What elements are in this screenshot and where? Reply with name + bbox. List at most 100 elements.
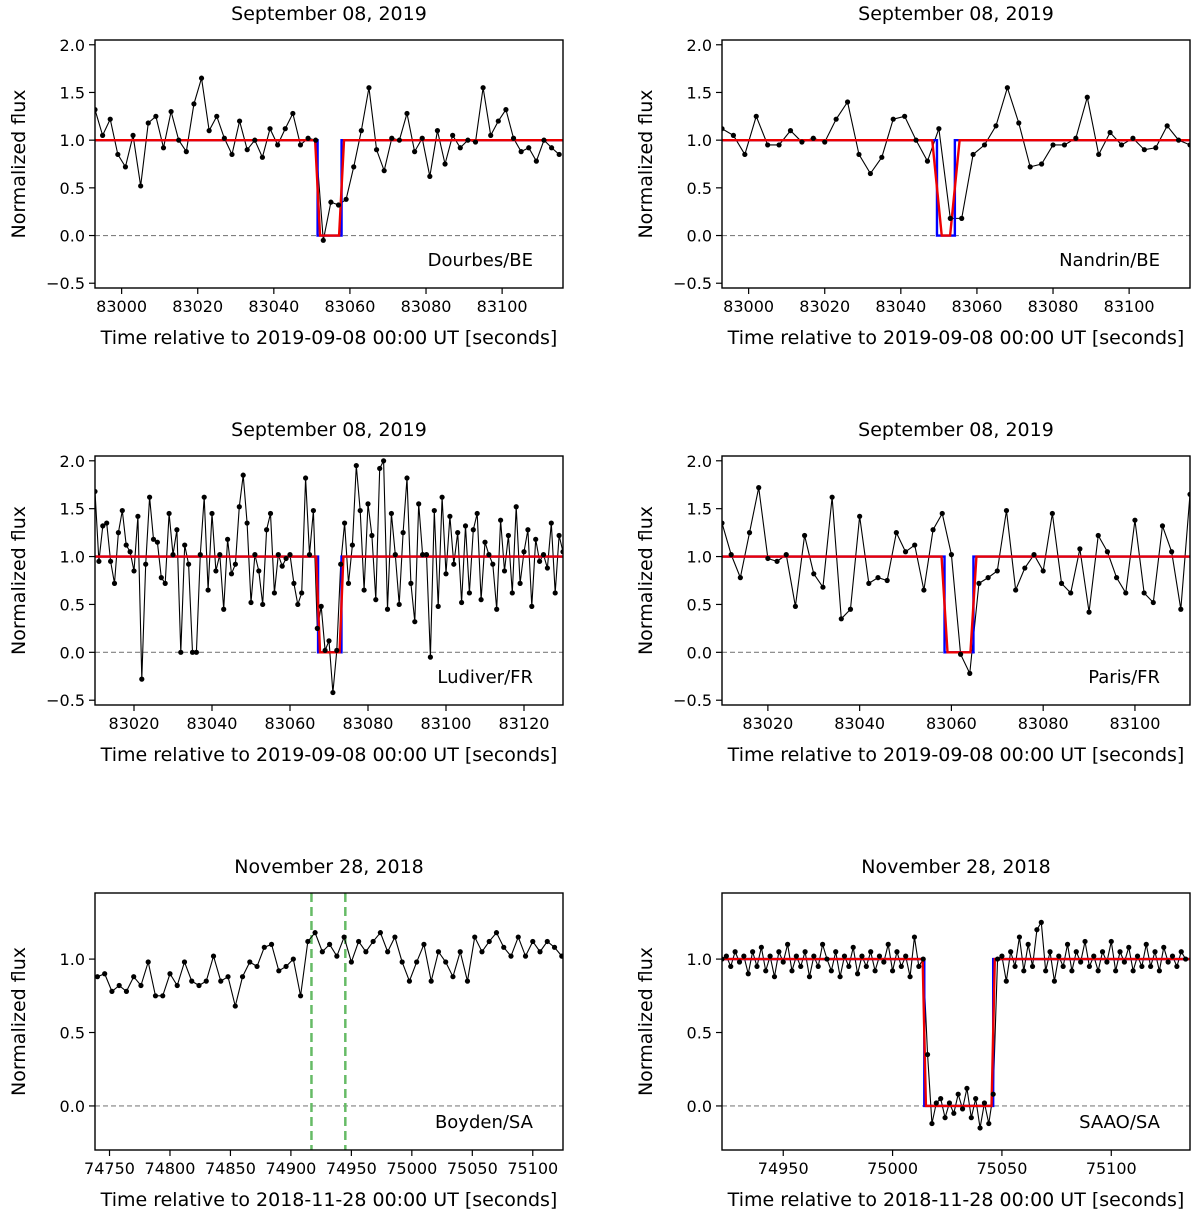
data-point bbox=[780, 959, 786, 965]
plot-frame bbox=[94, 892, 564, 1151]
plot-frame bbox=[94, 39, 564, 289]
data-point bbox=[1025, 941, 1031, 948]
data-point bbox=[544, 565, 551, 571]
data-point bbox=[866, 580, 872, 586]
data-point bbox=[442, 161, 448, 167]
data-point bbox=[229, 151, 235, 158]
data-point bbox=[221, 135, 227, 141]
data-point bbox=[115, 151, 121, 158]
data-point bbox=[552, 590, 558, 596]
data-point bbox=[209, 510, 215, 517]
data-point bbox=[525, 527, 531, 533]
data-point bbox=[472, 934, 478, 940]
data-point bbox=[850, 944, 856, 950]
data-point bbox=[388, 510, 394, 517]
data-point bbox=[310, 507, 316, 514]
data-point bbox=[267, 126, 273, 132]
y-tick-label: 1.0 bbox=[60, 548, 85, 567]
data-point bbox=[548, 145, 555, 151]
data-point bbox=[107, 116, 113, 122]
data-point bbox=[1152, 949, 1158, 955]
data-point bbox=[993, 123, 999, 129]
data-point bbox=[793, 953, 799, 959]
data-point bbox=[435, 603, 441, 609]
y-axis-label: Normalized flux bbox=[8, 947, 30, 1096]
data-point bbox=[973, 1096, 979, 1102]
data-point bbox=[244, 147, 250, 153]
data-point bbox=[1058, 580, 1065, 586]
data-point bbox=[353, 462, 359, 469]
data-point bbox=[279, 563, 285, 569]
site-label: Ludiver/FR bbox=[437, 667, 533, 688]
data-point bbox=[968, 1115, 974, 1121]
x-tick-label: 83020 bbox=[172, 297, 223, 316]
data-point bbox=[1121, 959, 1127, 965]
data-point bbox=[166, 510, 172, 517]
data-point bbox=[472, 139, 479, 145]
data-point bbox=[145, 959, 151, 965]
data-point bbox=[218, 978, 224, 984]
data-point bbox=[1107, 129, 1113, 136]
data-point bbox=[1139, 963, 1145, 970]
data-point bbox=[252, 552, 258, 558]
data-point bbox=[1086, 963, 1093, 970]
data-point bbox=[111, 580, 118, 586]
data-point bbox=[147, 494, 153, 500]
x-tick-label: 83100 bbox=[1104, 297, 1155, 316]
data-point bbox=[313, 137, 319, 143]
data-point bbox=[774, 558, 780, 564]
data-point bbox=[824, 956, 830, 962]
y-tick-label: 2.0 bbox=[60, 452, 85, 471]
data-point bbox=[123, 542, 129, 548]
data-point bbox=[503, 107, 509, 113]
y-tick-label: 0.5 bbox=[60, 179, 85, 198]
data-point bbox=[533, 158, 539, 164]
data-point bbox=[1132, 517, 1138, 523]
data-point bbox=[439, 494, 445, 500]
data-point bbox=[1108, 938, 1114, 945]
data-point bbox=[295, 601, 301, 608]
x-tick-label: 83040 bbox=[875, 297, 926, 316]
x-tick-label: 83060 bbox=[324, 297, 375, 316]
data-point bbox=[510, 135, 517, 141]
data-point bbox=[723, 953, 729, 959]
data-point bbox=[1143, 941, 1149, 948]
data-point bbox=[495, 118, 501, 124]
observed-lightcurve bbox=[722, 487, 1190, 676]
y-tick-label: 1.5 bbox=[687, 83, 712, 102]
data-point bbox=[517, 580, 523, 586]
x-tick-label: 75100 bbox=[1086, 1159, 1137, 1178]
data-point bbox=[228, 571, 235, 577]
data-point bbox=[1134, 953, 1141, 959]
data-point bbox=[392, 934, 398, 940]
data-point bbox=[948, 552, 955, 558]
data-point bbox=[138, 982, 144, 989]
data-point bbox=[501, 944, 507, 950]
data-point bbox=[478, 597, 484, 603]
data-point bbox=[1016, 120, 1022, 126]
data-point bbox=[365, 501, 371, 507]
data-point bbox=[178, 649, 184, 655]
data-point bbox=[330, 689, 336, 696]
data-point bbox=[999, 953, 1005, 959]
data-point bbox=[828, 968, 834, 974]
x-tick-label: 83020 bbox=[799, 297, 850, 316]
data-point bbox=[370, 938, 376, 945]
x-axis-label: Time relative to 2019-09-08 00:00 UT [se… bbox=[100, 744, 558, 766]
data-point bbox=[427, 173, 433, 179]
plot-frame bbox=[721, 455, 1191, 706]
data-point bbox=[742, 151, 748, 158]
x-tick-label: 83080 bbox=[1018, 714, 1069, 733]
data-point bbox=[404, 110, 410, 117]
data-point bbox=[1008, 949, 1014, 955]
data-point bbox=[1049, 510, 1055, 517]
data-point bbox=[345, 580, 352, 586]
data-point bbox=[247, 959, 253, 965]
data-point bbox=[123, 988, 130, 994]
panel-title: September 08, 2019 bbox=[858, 3, 1054, 25]
data-point bbox=[736, 959, 743, 965]
data-point bbox=[464, 978, 471, 984]
data-point bbox=[203, 978, 209, 984]
y-tick-label: 0.0 bbox=[687, 1097, 712, 1116]
data-point bbox=[745, 971, 751, 977]
